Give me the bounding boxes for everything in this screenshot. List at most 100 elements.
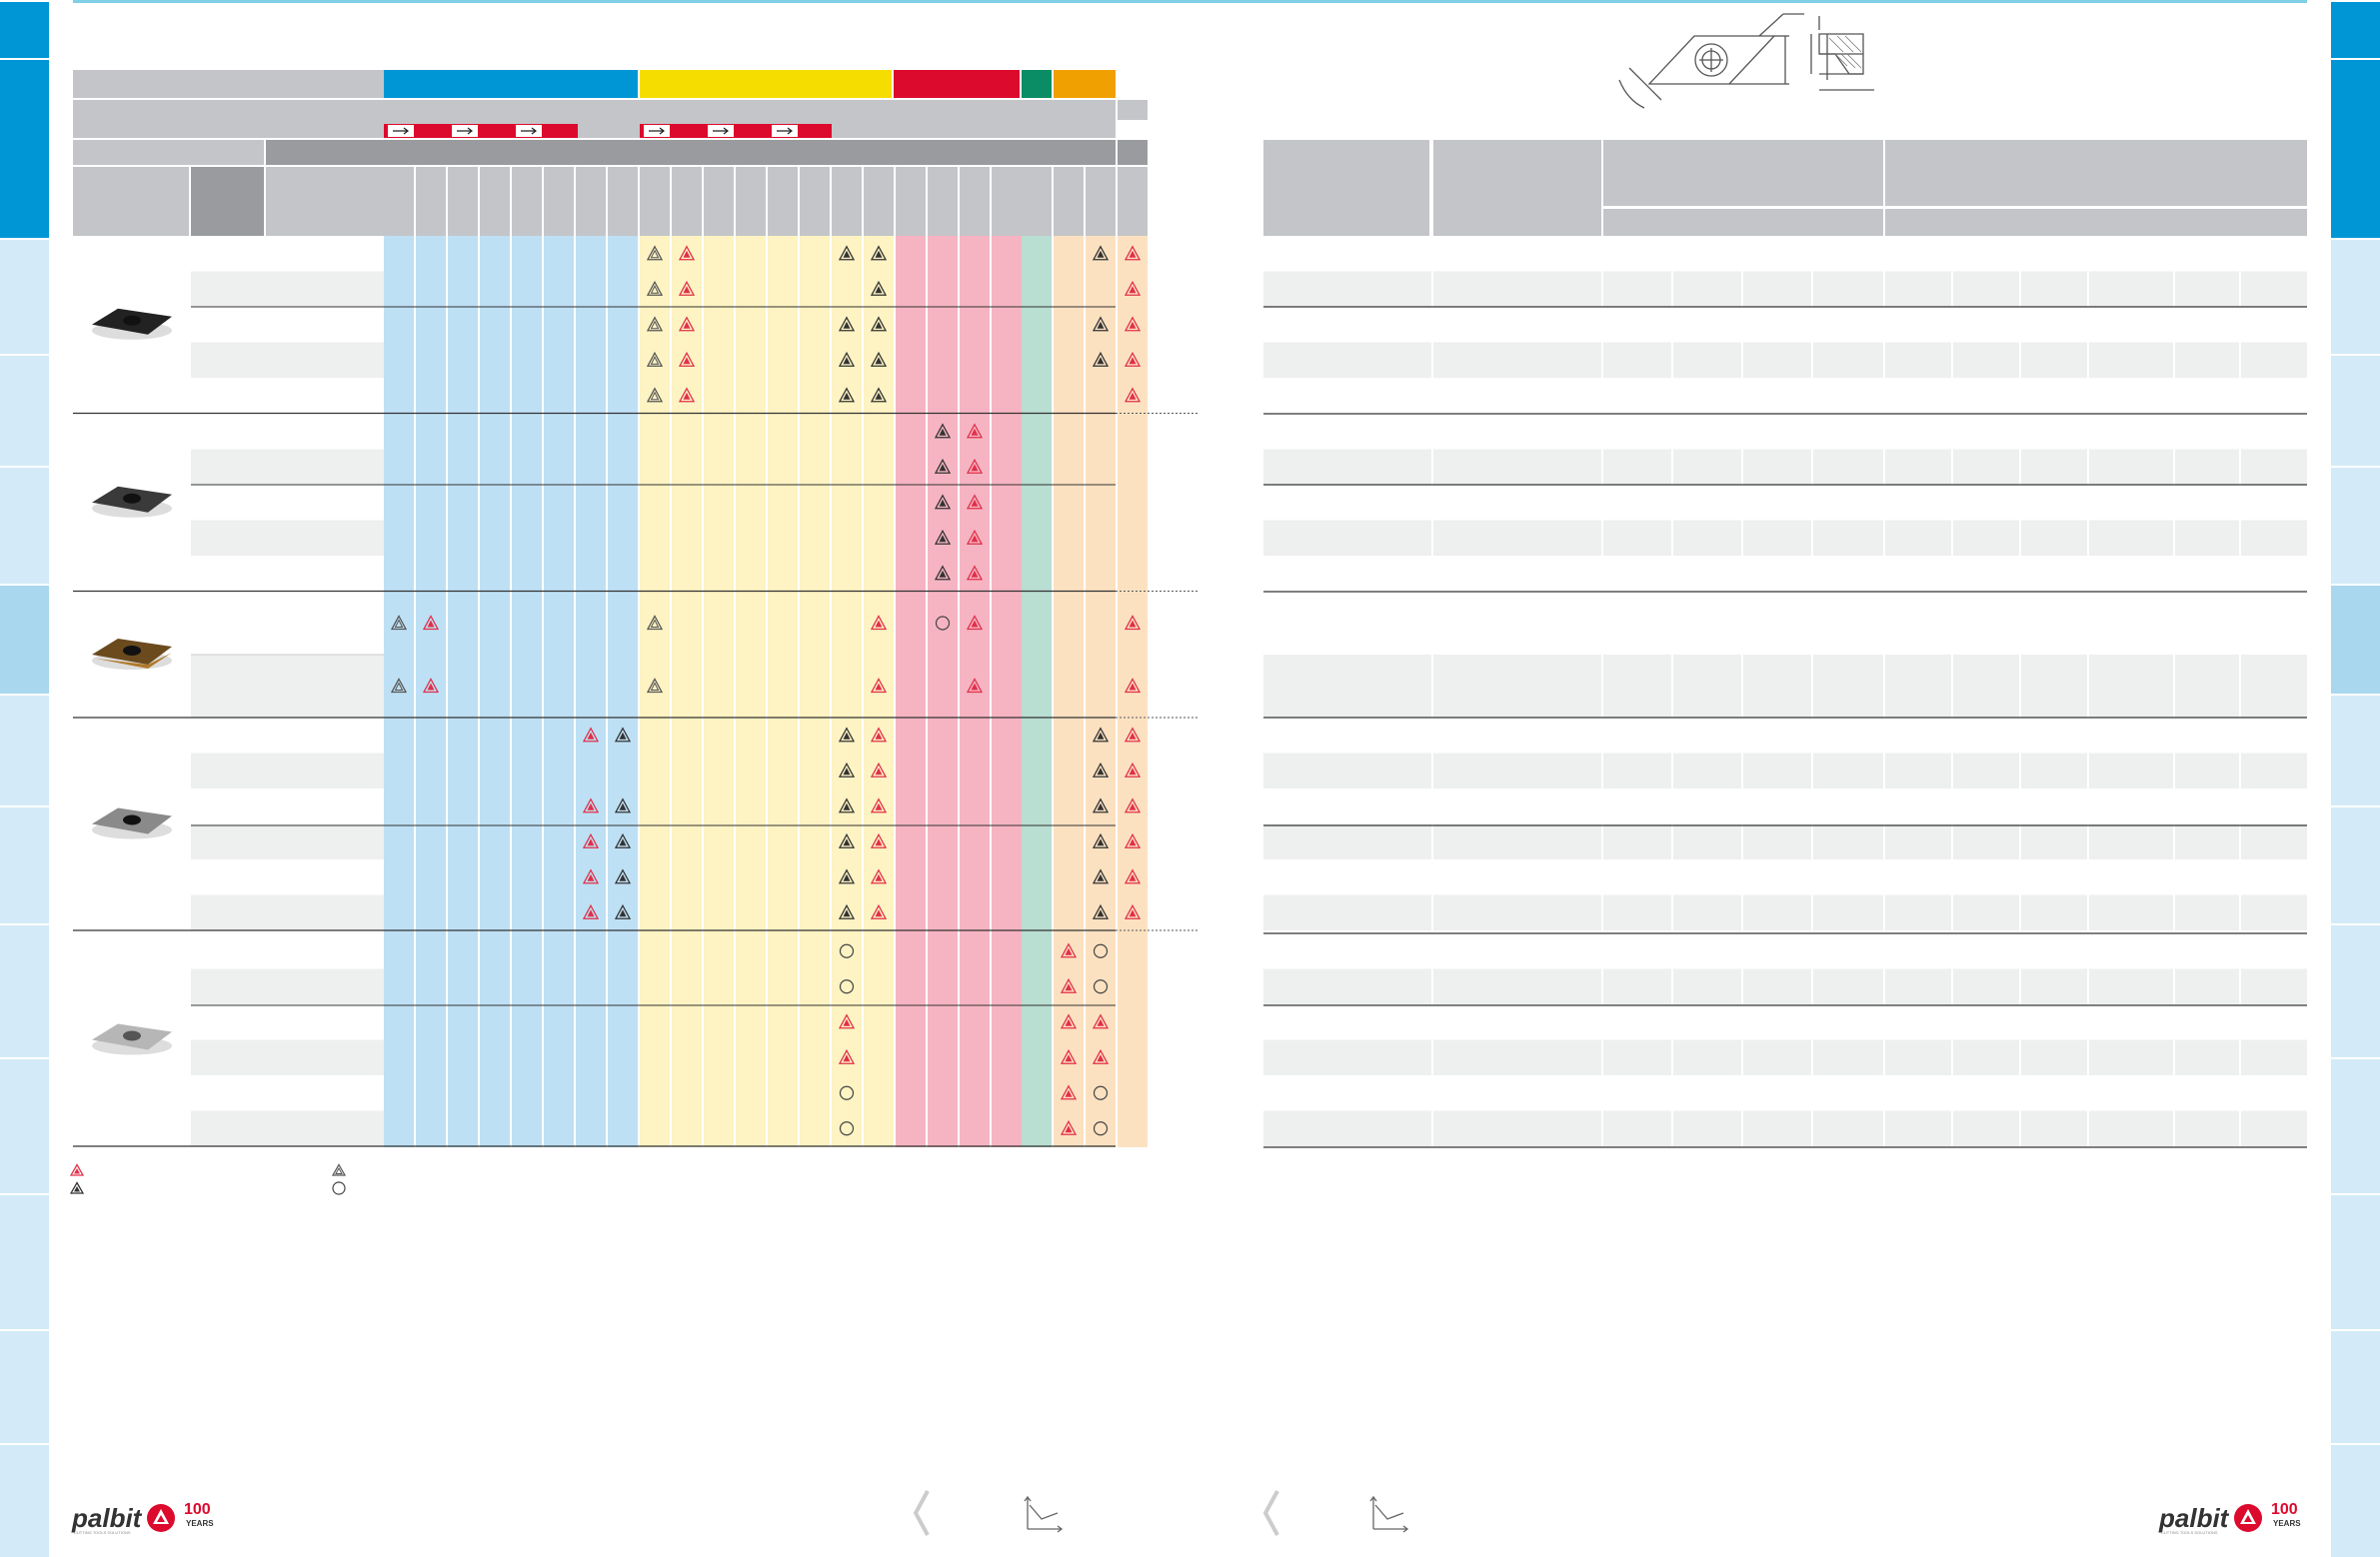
header-col-cell (896, 167, 926, 236)
sidebar-tab[interactable] (0, 1443, 49, 1557)
left-sidebar (0, 0, 49, 1557)
cutting-data-chart-icon[interactable] (1367, 1493, 1413, 1533)
dim-header-sub (1885, 209, 2307, 236)
red-triangle-icon (582, 797, 600, 813)
sidebar-tab[interactable] (0, 923, 49, 1057)
triangle-core (843, 392, 851, 400)
header-col-cell (1054, 140, 1084, 165)
sidebar-tab[interactable] (0, 354, 49, 466)
black-triangle-icon (870, 351, 888, 367)
anniversary-number: 100 (2271, 1501, 2298, 1518)
sidebar-tab[interactable] (2331, 58, 2380, 238)
insert-coating (96, 653, 172, 669)
arrow-icon (457, 127, 473, 135)
triangle-core (1129, 392, 1137, 400)
sidebar-tab[interactable] (2331, 466, 2380, 584)
black-triangle-icon (838, 245, 856, 261)
sidebar-tab[interactable] (2331, 923, 2380, 1057)
triangle-core (619, 873, 627, 881)
insert-hole (123, 1030, 141, 1041)
red-triangle-icon (966, 423, 984, 439)
red-triangle-icon (70, 1163, 84, 1176)
sidebar-tab[interactable] (0, 58, 49, 238)
sidebar-tab[interactable] (2331, 1329, 2380, 1443)
triangle-core (683, 250, 691, 258)
sidebar-tab[interactable] (2331, 1057, 2380, 1193)
black-triangle-icon (614, 797, 632, 813)
triangle-core (427, 620, 435, 628)
circle-icon (839, 1085, 855, 1100)
sidebar-tab[interactable] (2331, 238, 2380, 354)
red-triangle-icon (582, 868, 600, 884)
sidebar-tab[interactable] (0, 238, 49, 354)
red-triangle-icon (870, 615, 888, 631)
grade-column (704, 236, 734, 1147)
dim-row-alt (1263, 655, 2307, 718)
triangle-core (1129, 286, 1137, 294)
triangle-core (939, 535, 947, 543)
sidebar-tab[interactable] (2331, 694, 2380, 805)
header-col-cell (960, 167, 990, 236)
header-col-cell (1022, 167, 1052, 236)
sidebar-tab[interactable] (0, 1329, 49, 1443)
header-col-cell (512, 140, 542, 165)
outline-triangle-icon (646, 678, 664, 694)
sidebar-tab[interactable] (0, 0, 49, 58)
header-col-cell (704, 167, 734, 236)
arrow-icon (649, 127, 665, 135)
cutting-data-chart-icon[interactable] (1022, 1493, 1068, 1533)
dim-row-alt (1263, 823, 2307, 859)
sidebar-tab-active[interactable] (0, 584, 49, 694)
sidebar-tab[interactable] (0, 466, 49, 584)
triangle-core (1065, 1089, 1073, 1097)
next-page-arrow-icon[interactable] (1259, 1489, 1281, 1537)
sidebar-tab[interactable] (0, 1193, 49, 1329)
header-col-cell (416, 167, 446, 236)
red-triangle-icon (1092, 1048, 1110, 1064)
header-row-3-label (73, 140, 264, 165)
header-col-cell (480, 167, 510, 236)
top-rule (73, 0, 2307, 3)
red-triangle-icon (1124, 280, 1142, 296)
sidebar-tab[interactable] (2331, 0, 2380, 58)
sidebar-tab[interactable] (0, 805, 49, 923)
header-col-cell (512, 167, 542, 236)
triangle-core (683, 286, 691, 294)
triangle-core (1129, 909, 1137, 917)
header-col-cell (992, 167, 1022, 236)
header-iso-k (894, 70, 1020, 98)
sidebar-tab[interactable] (0, 694, 49, 805)
black-triangle-icon (934, 423, 952, 439)
triangle-core (843, 357, 851, 365)
header-col-cell (864, 140, 894, 165)
header-col-cell (1086, 140, 1116, 165)
header-col-cell (1086, 100, 1116, 120)
header-col-cell (992, 140, 1022, 165)
sidebar-tab[interactable] (2331, 354, 2380, 466)
triangle-core (875, 768, 883, 776)
sidebar-tab[interactable] (2331, 1193, 2380, 1329)
triangle-core (683, 392, 691, 400)
triangle-core (1097, 321, 1105, 329)
brand-tagline: CUTTING TOOLS SOLUTIONS (74, 1530, 131, 1535)
triangle-core (1097, 909, 1105, 917)
header-iso-m (640, 70, 892, 98)
header-col-b (191, 167, 264, 236)
sidebar-tab[interactable] (2331, 805, 2380, 923)
red-triangle-icon (422, 615, 440, 631)
prev-page-arrow-icon[interactable] (910, 1489, 932, 1537)
header-col-cell (928, 167, 958, 236)
legend (70, 1163, 370, 1199)
triangle-core (587, 802, 595, 810)
sidebar-tab[interactable] (0, 1057, 49, 1193)
triangle-core (587, 838, 595, 846)
triangle-core (875, 392, 883, 400)
dim-row-alt (1263, 520, 2307, 556)
triangle-core (1097, 1054, 1105, 1062)
header-iso-p (384, 70, 638, 98)
sidebar-tab-active[interactable] (2331, 584, 2380, 694)
outline-triangle-icon (332, 1163, 346, 1176)
sidebar-tab[interactable] (2331, 1443, 2380, 1557)
header-col-cell (384, 167, 414, 236)
triangle-core (1129, 683, 1137, 691)
